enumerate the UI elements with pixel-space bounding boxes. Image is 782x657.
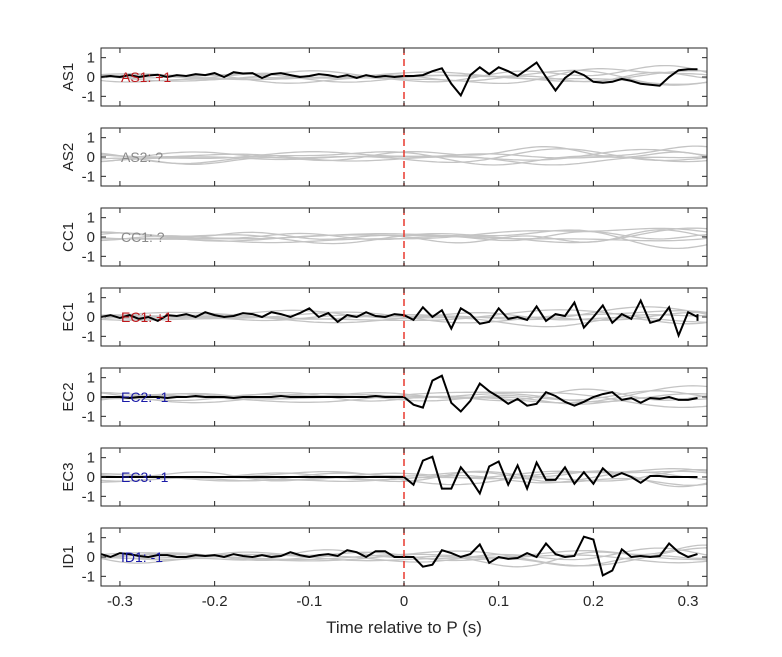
grey-trace	[101, 148, 707, 162]
y-tick-label: 0	[87, 549, 95, 566]
x-tick-label: 0.1	[488, 593, 509, 610]
y-tick-label: -1	[82, 488, 95, 505]
grey-trace	[101, 230, 707, 242]
y-tick-label: 0	[87, 69, 95, 86]
y-tick-label: 0	[87, 309, 95, 326]
station-label-as2: AS2	[60, 143, 77, 171]
x-tick-label: 0	[400, 593, 408, 610]
panel-as1: 1 0 -1 AS1 AS1: +1	[60, 47, 708, 107]
polarity-label-as1: AS1: +1	[121, 69, 171, 85]
station-label-ec1: EC1	[60, 302, 77, 331]
waveform-id1	[101, 535, 698, 577]
polarity-label-ec3: EC3: -1	[121, 469, 169, 485]
y-tick-label: 1	[87, 50, 95, 67]
waveform-ec1	[101, 298, 699, 339]
y-tick-label: 1	[87, 290, 95, 307]
y-tick-label: -1	[82, 328, 95, 345]
station-label-ec2: EC2	[60, 382, 77, 411]
waveform-ec3	[101, 455, 698, 496]
x-tick-label: 0.2	[583, 593, 604, 610]
station-label-cc1: CC1	[60, 222, 77, 252]
panel-id1: 1 0 -1 ID1 ID1: -1	[60, 527, 708, 587]
panels-group: 1 0 -1 AS1 AS1: +1 1 0 -1 AS2 AS2: ? 1 0 -1 CC1 CC1: ?…	[60, 47, 708, 587]
panel-as2: 1 0 -1 AS2 AS2: ?	[60, 127, 708, 187]
polarity-label-ec1: EC1: +1	[121, 309, 172, 325]
y-tick-label: 1	[87, 130, 95, 147]
y-tick-label: -1	[82, 168, 95, 185]
y-tick-label: -1	[82, 248, 95, 265]
y-tick-label: 0	[87, 469, 95, 486]
x-tick-label: -0.3	[107, 593, 133, 610]
x-tick-label: -0.2	[202, 593, 228, 610]
y-tick-label: 0	[87, 149, 95, 166]
y-tick-label: 0	[87, 229, 95, 246]
y-tick-label: 1	[87, 370, 95, 387]
station-label-as1: AS1	[60, 63, 77, 91]
polarity-label-id1: ID1: -1	[121, 549, 163, 565]
y-tick-label: 1	[87, 210, 95, 227]
grey-trace	[101, 390, 707, 402]
grey-trace	[101, 68, 707, 85]
waveform-ec2	[101, 374, 698, 413]
polarity-label-ec2: EC2: -1	[121, 389, 169, 405]
station-label-id1: ID1	[60, 545, 77, 568]
panel-ec2: 1 0 -1 EC2 EC2: -1	[60, 367, 708, 427]
polarity-label-cc1: CC1: ?	[121, 229, 165, 245]
x-axis-label: Time relative to P (s)	[326, 618, 482, 637]
y-tick-label: 1	[87, 530, 95, 547]
panel-ec3: 1 0 -1 EC3 EC3: -1	[60, 447, 708, 507]
x-tick-label: 0.3	[678, 593, 699, 610]
panel-ec1: 1 0 -1 EC1 EC1: +1	[60, 287, 708, 347]
polarity-label-as2: AS2: ?	[121, 149, 163, 165]
panel-cc1: 1 0 -1 CC1 CC1: ?	[60, 207, 708, 267]
y-tick-label: 1	[87, 450, 95, 467]
x-tick-label: -0.1	[296, 593, 322, 610]
x-axis: -0.3 -0.2 -0.1 0 0.1 0.2 0.3	[107, 593, 698, 610]
y-tick-label: 0	[87, 389, 95, 406]
station-label-ec3: EC3	[60, 462, 77, 491]
y-tick-label: -1	[82, 88, 95, 105]
waveform-as1	[101, 61, 698, 98]
y-tick-label: -1	[82, 408, 95, 425]
y-tick-label: -1	[82, 568, 95, 585]
